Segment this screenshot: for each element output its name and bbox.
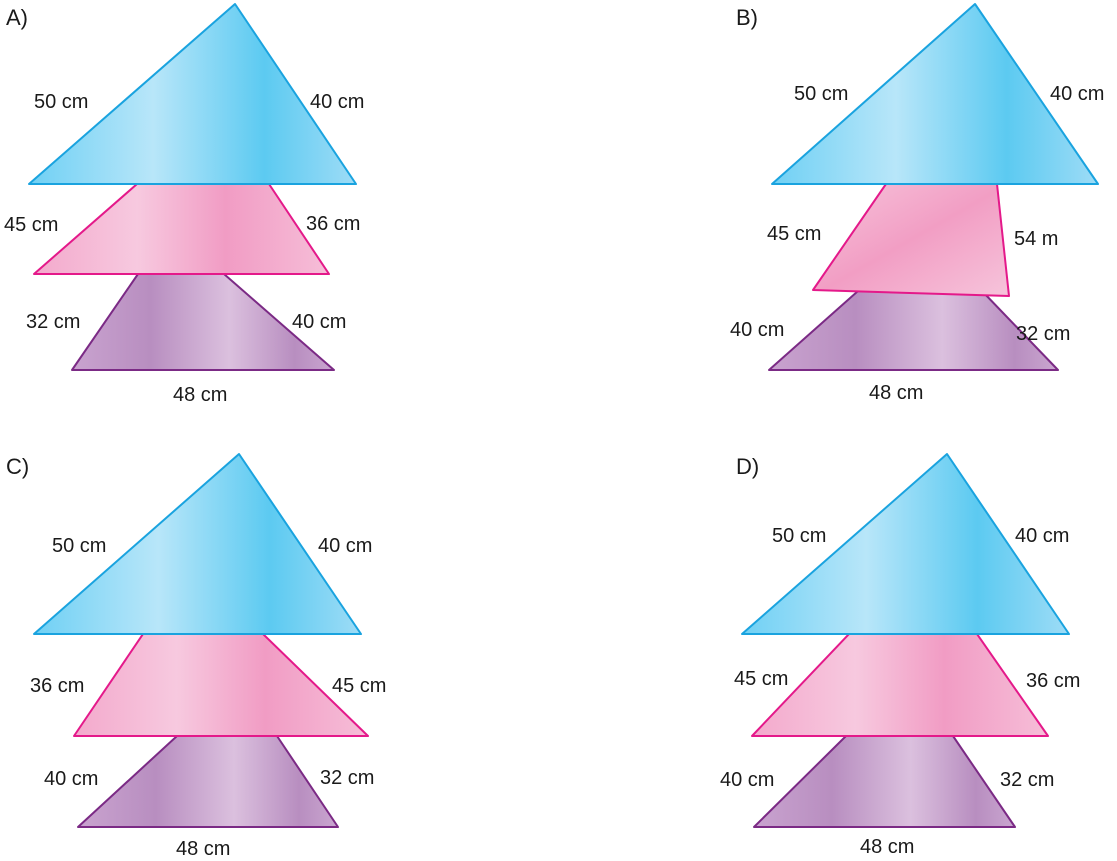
option-d-middle-left-length: 45 cm [734, 668, 788, 690]
option-d-bottom-left-length: 40 cm [720, 769, 774, 791]
option-b-middle-quadrilateral [812, 183, 1010, 297]
option-b-bottom-trapezoid [768, 290, 1059, 371]
option-d-bottom-right-length: 32 cm [1000, 769, 1054, 791]
option-a-bottom-right-length: 40 cm [292, 311, 346, 333]
option-b-middle-right-length: 54 m [1014, 228, 1058, 250]
option-d: D) 50 cm 40 cm 45 cm 36 cm 40 cm 32 cm 4… [720, 453, 1080, 858]
option-b-bottom-base-length: 48 cm [869, 382, 923, 404]
option-a: A) 50 cm 40 cm 45 cm 36 cm 32 cm 40 cm 4… [4, 3, 364, 406]
option-c-top-triangle [33, 453, 362, 635]
option-b-top-triangle [771, 3, 1099, 185]
option-c-bottom-trapezoid [77, 735, 339, 828]
option-a-middle-right-length: 36 cm [306, 213, 360, 235]
option-b: B) 50 cm 40 cm 45 cm 54 m 40 cm 32 cm 48… [730, 3, 1104, 404]
option-c-triangle-left-length: 50 cm [52, 535, 106, 557]
option-c-bottom-left-length: 40 cm [44, 768, 98, 790]
option-a-bottom-left-length: 32 cm [26, 311, 80, 333]
option-b-triangle-left-length: 50 cm [794, 83, 848, 105]
option-a-bottom-base-length: 48 cm [173, 384, 227, 406]
option-c: C) 50 cm 40 cm 36 cm 45 cm 40 cm 32 cm 4… [6, 453, 386, 860]
option-c-middle-left-length: 36 cm [30, 675, 84, 697]
option-a-middle-trapezoid [33, 183, 330, 275]
option-d-triangle-right-length: 40 cm [1015, 525, 1069, 547]
option-c-bottom-base-length: 48 cm [176, 838, 230, 860]
option-d-top-triangle [741, 453, 1070, 635]
option-c-middle-right-length: 45 cm [332, 675, 386, 697]
option-b-bottom-left-length: 40 cm [730, 319, 784, 341]
option-b-middle-left-length: 45 cm [767, 223, 821, 245]
option-b-triangle-right-length: 40 cm [1050, 83, 1104, 105]
option-a-middle-left-length: 45 cm [4, 214, 58, 236]
option-b-label: B) [736, 5, 758, 30]
option-a-label: A) [6, 5, 28, 30]
option-a-triangle-right-length: 40 cm [310, 91, 364, 113]
option-b-bottom-right-length: 32 cm [1016, 323, 1070, 345]
option-d-triangle-left-length: 50 cm [772, 525, 826, 547]
option-d-middle-trapezoid [751, 633, 1049, 737]
option-c-bottom-right-length: 32 cm [320, 767, 374, 789]
option-c-label: C) [6, 454, 29, 479]
option-a-top-triangle [28, 3, 357, 185]
option-c-middle-trapezoid [73, 633, 369, 737]
option-d-label: D) [736, 454, 759, 479]
option-c-triangle-right-length: 40 cm [318, 535, 372, 557]
option-a-triangle-left-length: 50 cm [34, 91, 88, 113]
option-d-bottom-trapezoid [753, 735, 1016, 828]
option-d-middle-right-length: 36 cm [1026, 670, 1080, 692]
option-d-bottom-base-length: 48 cm [860, 836, 914, 858]
